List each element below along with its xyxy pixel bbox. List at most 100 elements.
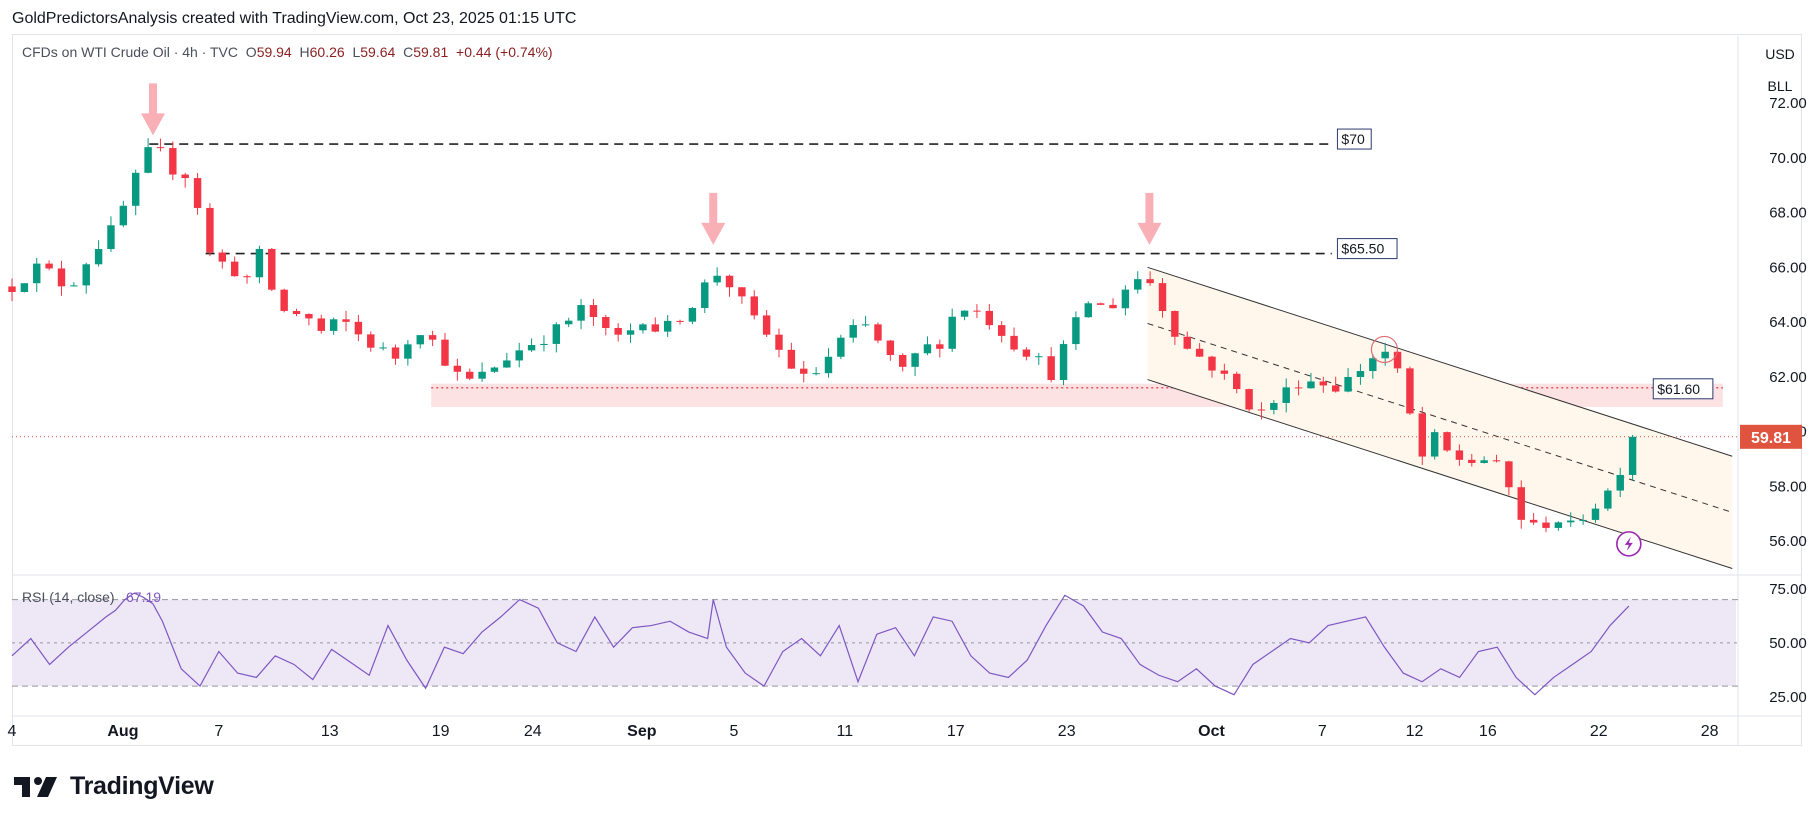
candle [255,245,264,284]
time-tick-label: 5 [729,723,738,740]
candle-body [218,252,227,262]
candle [602,314,610,336]
candle [911,352,919,377]
time-tick-label: 19 [432,723,450,740]
candle [490,366,499,373]
symbol-legend[interactable]: CFDs on WTI Crude Oil · 4h · TVC O59.94 … [22,44,553,60]
candle-body [639,324,647,331]
candle-body [453,365,462,372]
candle [812,367,820,376]
candle-body [1591,508,1600,520]
last-price-badge-bg [1740,424,1802,449]
highlight-circle [1370,335,1399,364]
candle [193,172,202,215]
candle-body [1233,373,1241,390]
time-tick-label: 13 [321,723,339,740]
candle-body [70,285,78,287]
candle-body [280,289,288,311]
candle-body [948,316,956,349]
candle-body [1257,409,1266,411]
candle-body [589,305,598,318]
candle [1257,402,1266,420]
channel-middle [1147,322,1733,513]
label-65-50-text: $65.50 [1341,241,1384,257]
footer-brand: TradingView [70,772,214,800]
candle-body [391,347,400,359]
candle-body [540,343,548,346]
down-arrow-icon [701,192,726,245]
time-tick-label: 17 [947,723,965,740]
candle-body [898,354,907,367]
high-value: 60.26 [309,44,345,60]
candle [750,290,758,320]
candle-body [1381,351,1389,359]
candle [1245,388,1253,412]
candle-body [614,327,622,335]
price-tick-label: 66.00 [1769,259,1807,276]
candle [639,323,647,334]
chart-canvas[interactable]: 56.0058.0060.0062.0064.0066.0068.0070.00… [0,0,1814,760]
candle-body [1567,520,1575,523]
time-tick-label: 7 [1318,723,1327,740]
candle-body [94,249,103,265]
candle [1282,378,1290,413]
time-tick-label: Aug [107,723,138,740]
candle-body [1319,381,1328,386]
candle-body [861,324,870,326]
channel-upper [1147,266,1733,457]
candle [379,342,387,351]
time-tick-label: 23 [1058,723,1076,740]
label-61-60: $61.60 [1652,378,1714,400]
candle-body [1344,376,1352,392]
candle [1096,302,1105,305]
candle [676,319,684,325]
candle-body [800,368,808,374]
candle-body [626,330,635,335]
candle-body [268,248,276,290]
candle-body [1430,432,1439,457]
candle [1047,347,1055,383]
candle [626,323,635,343]
candle [515,342,523,368]
candle-body [1035,356,1043,358]
candle [923,336,932,356]
candle-body [1195,348,1204,357]
candle-body [33,263,41,284]
candle-body [490,367,499,372]
candle [1517,480,1525,529]
price-tick-label: 56.00 [1769,533,1807,550]
candle [45,260,53,271]
currency-label[interactable]: USD [1765,46,1795,62]
unit-label[interactable]: BLL [1767,78,1793,94]
candle [948,308,956,352]
candle [329,317,338,335]
channel-fill [1147,267,1733,569]
candle-body [725,275,734,288]
candle-body [478,371,486,379]
candle [156,138,165,152]
candle-body [1529,519,1538,523]
candle [8,278,16,302]
candle-body [1171,311,1179,337]
candle-body [1096,303,1105,305]
candle [663,315,672,337]
chart-header: GoldPredictorsAnalysis created with Trad… [12,10,577,27]
candle-body [651,324,660,332]
candle-body [317,318,325,331]
candle-body [849,325,857,338]
candle-body [1369,358,1377,372]
candle-body [1554,522,1563,528]
candle [1356,363,1365,385]
candle [243,274,251,284]
candle [1208,355,1216,378]
candle-body [1356,371,1365,377]
candle [1220,363,1229,380]
candle [564,317,573,328]
chart-frame [12,34,1802,746]
candle [1468,453,1476,467]
low-value: 59.64 [360,44,396,60]
footer-logo[interactable]: TradingView [12,772,214,801]
candle-body [713,275,721,283]
candle [886,339,895,361]
candle [527,338,536,352]
